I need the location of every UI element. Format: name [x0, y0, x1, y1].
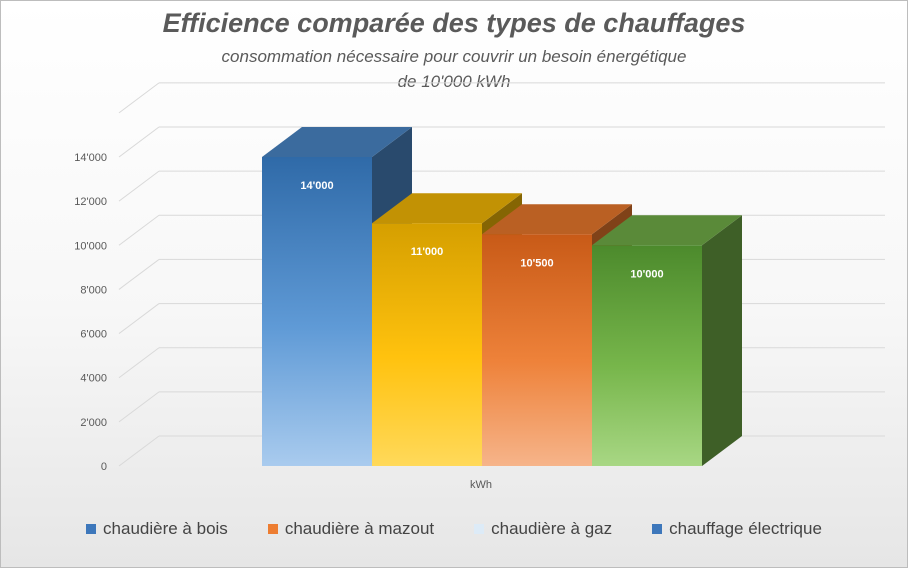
legend-swatch [474, 524, 485, 534]
bar-front [592, 245, 702, 466]
chart-title: Efficience comparée des types de chauffa… [162, 8, 746, 38]
grid-line [118, 82, 160, 114]
bar-value-label: 10'500 [520, 257, 553, 269]
legend-label: chaudière à gaz [491, 519, 613, 538]
legend-label: chaudière à bois [103, 519, 228, 538]
legend-swatch [86, 524, 97, 534]
bar-value-label: 11'000 [411, 246, 444, 258]
bar-top [482, 204, 632, 235]
grid-line [118, 303, 160, 334]
x-axis-category-label: kWh [470, 479, 492, 491]
chart-subtitle-line-1: consommation nécessaire pour couvrir un … [221, 47, 687, 66]
y-tick-label: 4'000 [80, 373, 107, 385]
bar-front [482, 234, 592, 466]
legend-swatch [267, 524, 278, 534]
legend-label: chauffage électrique [669, 519, 822, 538]
bar-top [372, 193, 522, 224]
grid-line [118, 259, 160, 290]
bar-3 [592, 215, 742, 466]
legend-label: chaudière à mazout [284, 519, 435, 538]
grid-line [118, 347, 160, 379]
chart-subtitle-line-2: de 10'000 kWh [397, 72, 511, 91]
grid-line [118, 126, 160, 158]
bar-value-label: 10'000 [630, 268, 663, 280]
legend-item-mazout: chaudière à mazout [267, 519, 435, 539]
bar-front [372, 223, 482, 466]
y-tick-label: 2'000 [80, 417, 107, 429]
legend-item-gaz: chaudière à gaz [474, 519, 612, 539]
y-tick-label: 0 [101, 461, 107, 473]
bar-front [262, 157, 372, 466]
bar-top [592, 215, 742, 246]
grid-line [118, 435, 160, 467]
bar-side [702, 215, 742, 466]
grid-line [118, 214, 160, 246]
y-tick-label: 6'000 [80, 329, 107, 341]
grid-line [118, 170, 160, 202]
grid-line [118, 391, 160, 423]
legend: chaudière à bois chaudière à mazout chau… [0, 519, 908, 539]
legend-swatch [652, 524, 663, 534]
y-tick-label: 8'000 [80, 284, 107, 296]
y-tick-label: 12'000 [74, 196, 107, 208]
legend-item-electrique: chauffage électrique [652, 519, 822, 539]
bar-top [262, 127, 412, 157]
legend-item-bois: chaudière à bois [86, 519, 228, 539]
y-tick-label: 10'000 [74, 240, 107, 252]
y-tick-label: 14'000 [74, 152, 107, 164]
bar-value-label: 14'000 [300, 180, 333, 192]
